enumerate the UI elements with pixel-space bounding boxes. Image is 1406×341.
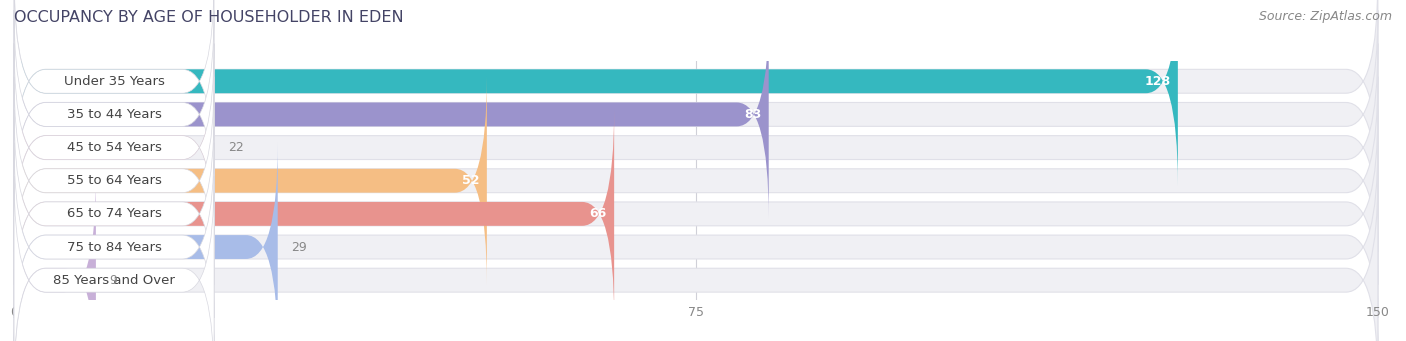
FancyBboxPatch shape	[14, 43, 214, 252]
FancyBboxPatch shape	[14, 143, 214, 341]
Text: 52: 52	[463, 174, 479, 187]
Text: 66: 66	[589, 207, 607, 220]
Text: 75 to 84 Years: 75 to 84 Years	[66, 240, 162, 254]
FancyBboxPatch shape	[14, 10, 769, 219]
FancyBboxPatch shape	[14, 43, 214, 252]
FancyBboxPatch shape	[14, 110, 614, 318]
FancyBboxPatch shape	[14, 110, 1378, 318]
Text: Under 35 Years: Under 35 Years	[63, 75, 165, 88]
FancyBboxPatch shape	[14, 176, 1378, 341]
Text: 22: 22	[228, 141, 243, 154]
FancyBboxPatch shape	[14, 10, 214, 219]
FancyBboxPatch shape	[14, 43, 1378, 252]
FancyBboxPatch shape	[14, 176, 214, 341]
FancyBboxPatch shape	[14, 0, 214, 186]
Text: 29: 29	[291, 240, 307, 254]
FancyBboxPatch shape	[14, 143, 1378, 341]
FancyBboxPatch shape	[14, 77, 486, 285]
FancyBboxPatch shape	[14, 176, 96, 341]
FancyBboxPatch shape	[14, 0, 1378, 186]
FancyBboxPatch shape	[14, 10, 1378, 219]
Text: 9: 9	[110, 274, 118, 287]
Text: Source: ZipAtlas.com: Source: ZipAtlas.com	[1258, 10, 1392, 23]
Text: 45 to 54 Years: 45 to 54 Years	[66, 141, 162, 154]
Text: OCCUPANCY BY AGE OF HOUSEHOLDER IN EDEN: OCCUPANCY BY AGE OF HOUSEHOLDER IN EDEN	[14, 10, 404, 25]
Text: 83: 83	[744, 108, 762, 121]
FancyBboxPatch shape	[14, 0, 1178, 186]
Text: 128: 128	[1144, 75, 1171, 88]
FancyBboxPatch shape	[14, 143, 278, 341]
FancyBboxPatch shape	[14, 77, 1378, 285]
FancyBboxPatch shape	[14, 77, 214, 285]
Text: 85 Years and Over: 85 Years and Over	[53, 274, 174, 287]
Text: 55 to 64 Years: 55 to 64 Years	[66, 174, 162, 187]
Text: 65 to 74 Years: 65 to 74 Years	[66, 207, 162, 220]
FancyBboxPatch shape	[14, 110, 214, 318]
Text: 35 to 44 Years: 35 to 44 Years	[66, 108, 162, 121]
